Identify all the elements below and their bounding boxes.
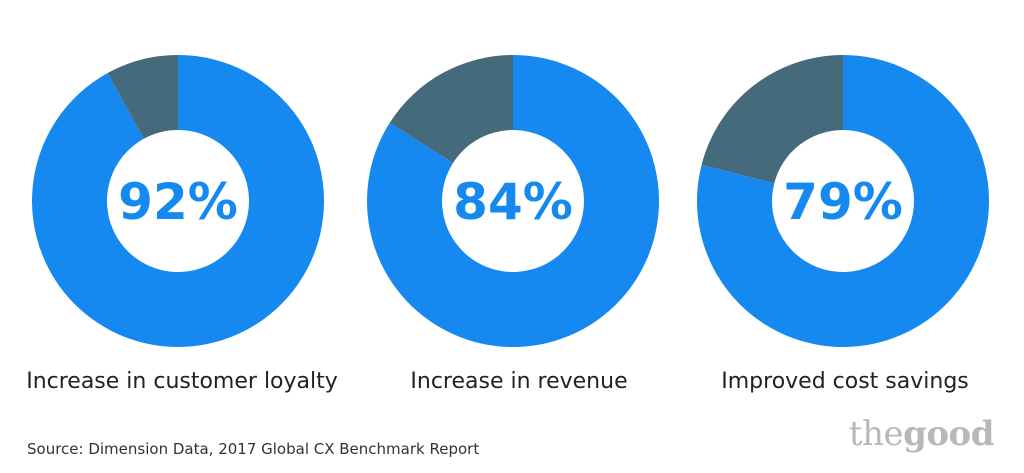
donut-chart-cost-savings: 79% xyxy=(697,55,989,347)
caption-cost-savings: Improved cost savings xyxy=(721,369,969,394)
donut-svg: 92% xyxy=(31,55,324,347)
caption-loyalty: Increase in customer loyalty xyxy=(26,369,338,394)
donut-center-label: 84% xyxy=(453,173,573,231)
logo-word-good: good xyxy=(903,414,994,454)
brand-logo: thegood xyxy=(848,414,995,454)
donut-slice-remainder xyxy=(389,55,513,163)
source-note: Source: Dimension Data, 2017 Global CX B… xyxy=(27,440,480,458)
logo-word-the: the xyxy=(848,414,904,454)
donut-center-label: 79% xyxy=(783,173,903,231)
donut-slice-value xyxy=(367,55,659,347)
donut-chart-loyalty: 92% xyxy=(31,55,324,347)
donut-slice-value xyxy=(31,55,324,347)
donut-svg: 79% xyxy=(697,55,989,347)
donut-chart-revenue: 84% xyxy=(367,55,659,347)
donut-center-label: 92% xyxy=(118,173,238,231)
donut-slice-value xyxy=(697,55,989,347)
donut-svg: 84% xyxy=(367,55,659,347)
donut-slice-remainder xyxy=(107,55,178,139)
caption-revenue: Increase in revenue xyxy=(410,369,628,394)
donut-slice-remainder xyxy=(701,55,843,184)
